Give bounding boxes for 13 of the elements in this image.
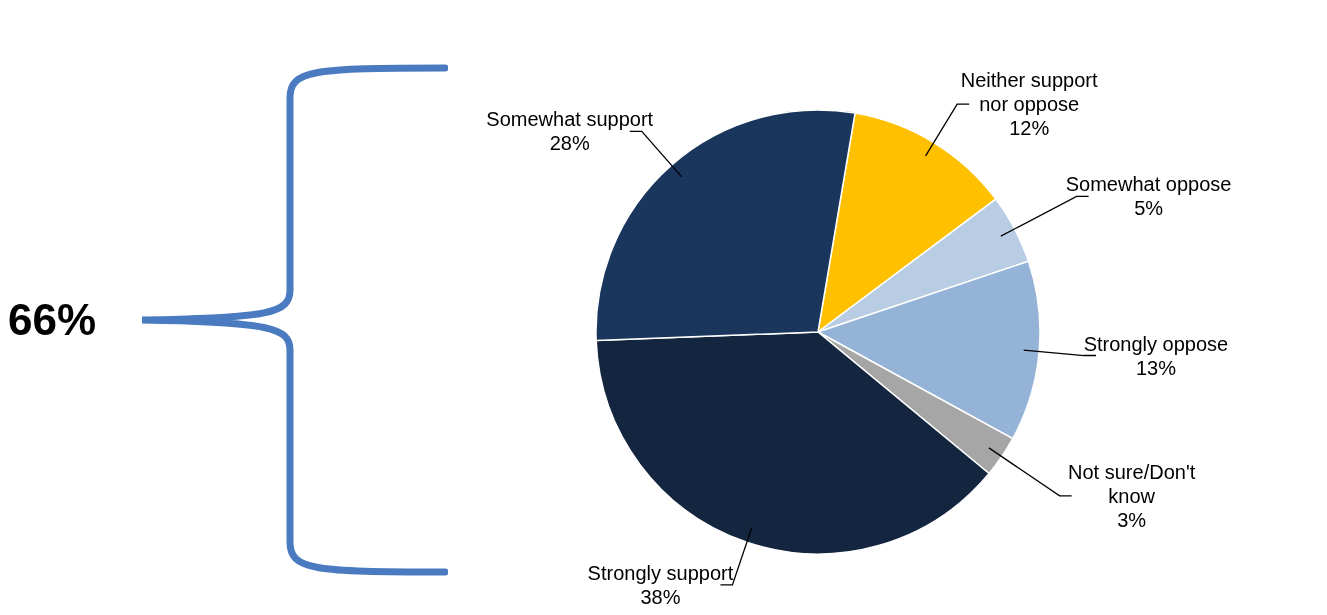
slice-label: Somewhat oppose xyxy=(1065,173,1232,196)
data-label: 12% xyxy=(1009,117,1050,140)
text: 66% xyxy=(8,295,97,345)
data-label: 5% xyxy=(1134,197,1164,220)
data-label: 13% xyxy=(1135,356,1177,379)
slice-label: Somewhat support xyxy=(486,108,654,131)
slice-label: Strongly oppose xyxy=(1083,332,1229,355)
data-label: 38% xyxy=(640,585,681,608)
slice-label: Not sure/Don't know xyxy=(1068,460,1196,507)
data-label: 28% xyxy=(549,132,590,155)
slice-label: Strongly support xyxy=(587,561,734,584)
data-label: 3% xyxy=(1117,508,1147,531)
slice-label: Neither support nor oppose xyxy=(960,69,1098,116)
